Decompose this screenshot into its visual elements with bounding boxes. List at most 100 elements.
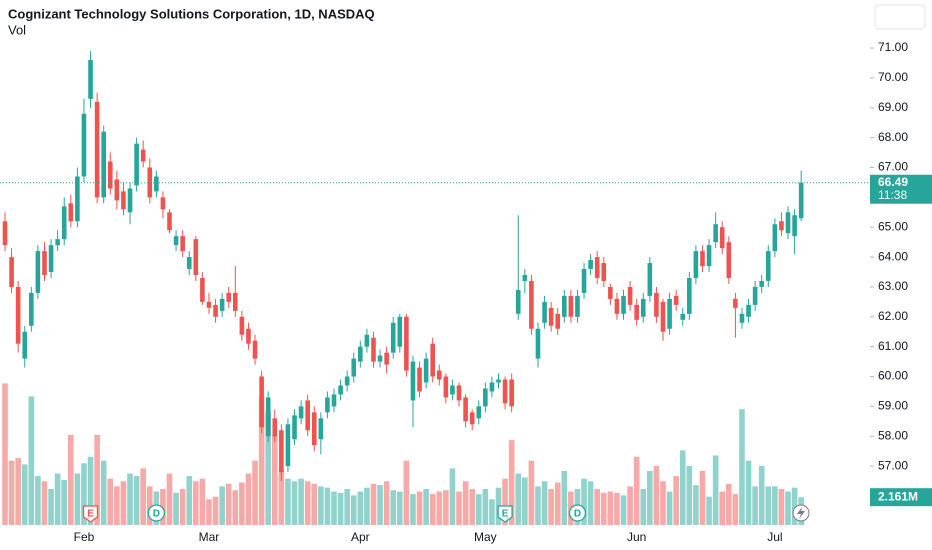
volume-bar [15, 458, 21, 525]
volume-bar [239, 482, 245, 525]
volume-bar [791, 487, 798, 525]
event-label: E [502, 509, 509, 520]
volume-bar [397, 491, 403, 525]
x-tick-label: May [474, 530, 497, 544]
candle-body [733, 298, 738, 308]
candle-body [608, 286, 613, 299]
candle-body [529, 280, 534, 329]
volume-bar [449, 468, 456, 525]
candle-body [252, 340, 258, 359]
volume-bar [311, 483, 318, 525]
candle-body [417, 367, 422, 392]
candle-body [213, 304, 218, 317]
candle-body [483, 388, 488, 407]
volume-bar [600, 492, 607, 525]
candle-body [390, 322, 396, 353]
volume-bar [127, 473, 133, 525]
volume-bar [719, 491, 726, 525]
y-tick-label: 69.00 [878, 100, 908, 114]
volume-bar [508, 440, 515, 525]
volume-bar [291, 481, 298, 525]
volume-bar [443, 490, 449, 525]
volume-bar [403, 460, 410, 525]
candle-body [746, 304, 751, 317]
volume-bar [48, 488, 54, 525]
y-tick-label: 71.00 [878, 40, 908, 54]
candle-body [325, 397, 330, 413]
candle-body [601, 263, 607, 281]
menu-button[interactable] [874, 4, 926, 30]
volume-bar [758, 465, 765, 525]
volume-bar [8, 460, 15, 525]
candle-body [147, 167, 153, 198]
last-price-box [870, 174, 932, 204]
candle-body [384, 352, 389, 365]
y-tick-label: 64.00 [878, 249, 908, 263]
candle-body [298, 406, 304, 419]
volume-bar [114, 486, 120, 525]
candle-body [331, 394, 337, 407]
volume-bar [686, 465, 693, 525]
event-badge [568, 504, 587, 522]
candle-body [55, 239, 60, 246]
event-badge [147, 504, 165, 522]
candle-body [351, 358, 357, 377]
candle-body [443, 376, 449, 398]
candle-body [772, 224, 778, 252]
candle-body [233, 292, 238, 311]
candle-body [647, 263, 653, 296]
candle-body [614, 298, 620, 314]
candle-body [29, 292, 34, 326]
candle-body [450, 385, 455, 395]
x-tick-label: Mar [199, 530, 220, 544]
candle-body [410, 361, 416, 401]
volume-bar [699, 470, 706, 525]
volume-bar [535, 486, 541, 525]
candle-body [364, 334, 370, 347]
candle-body [502, 379, 508, 404]
candle-body [338, 385, 343, 395]
candle-body [660, 301, 666, 332]
volume-bar [252, 460, 258, 525]
volume-bar [193, 481, 199, 525]
candle-body [272, 418, 278, 437]
candle-body [358, 346, 363, 362]
volume-bar [68, 434, 74, 525]
volume-bar [640, 488, 647, 525]
volume-bar [377, 485, 383, 525]
volume-bar [173, 492, 179, 525]
candle-body [88, 60, 93, 99]
candle-body [522, 275, 528, 281]
volume-bar [515, 473, 522, 525]
candle-body [206, 301, 212, 308]
volume-bar [245, 473, 252, 525]
candle-body [581, 269, 587, 293]
volume-bar [285, 478, 291, 525]
candle-body [430, 343, 435, 377]
x-tick-label: Jul [767, 530, 782, 544]
volume-bar [206, 499, 212, 525]
volume-bar [298, 478, 304, 525]
volume-bar [94, 434, 100, 525]
volume-bar [337, 492, 344, 525]
candle-body [509, 379, 514, 407]
volume-bar [107, 478, 114, 525]
candle-body [423, 358, 429, 383]
volume-bar [212, 496, 219, 525]
volume-bar [765, 486, 772, 525]
candle-body [680, 313, 686, 320]
candle-body [779, 221, 784, 231]
volume-bar [627, 486, 633, 525]
x-tick-label: Jun [627, 530, 646, 544]
volume-bar [436, 491, 443, 525]
candle-body [15, 286, 21, 344]
volume-bar [318, 486, 324, 525]
volume-bar [462, 481, 469, 525]
volume-bar [232, 490, 239, 525]
volume-bar [475, 494, 482, 525]
volume-bar [410, 494, 416, 525]
candle-body [634, 304, 639, 320]
candle-body [654, 292, 659, 317]
x-tick-label: Feb [74, 530, 95, 544]
